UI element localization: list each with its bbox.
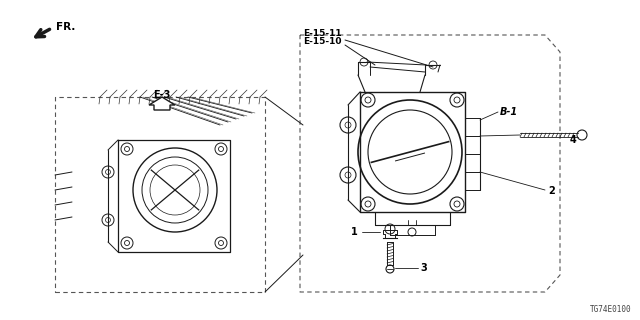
Text: E-3: E-3 — [154, 90, 171, 100]
Text: E-15-10: E-15-10 — [303, 37, 342, 46]
Text: B-1: B-1 — [500, 107, 518, 117]
Bar — [55, 97, 265, 292]
Text: 4: 4 — [570, 135, 577, 145]
Text: 2: 2 — [548, 186, 555, 196]
Text: TG74E0100: TG74E0100 — [590, 305, 632, 314]
Text: FR.: FR. — [56, 22, 76, 32]
Polygon shape — [149, 97, 175, 110]
Text: 1: 1 — [351, 227, 358, 237]
Text: 3: 3 — [420, 263, 427, 273]
Text: E-15-11: E-15-11 — [303, 29, 342, 38]
